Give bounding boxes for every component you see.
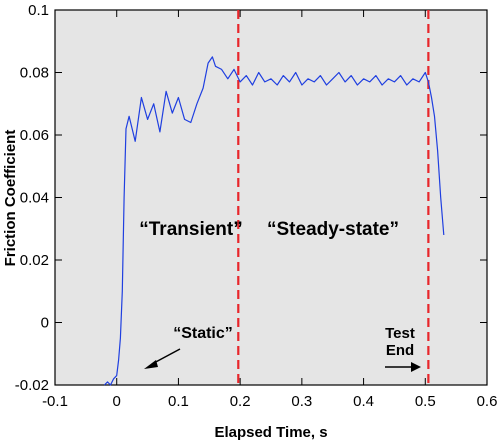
x-tick-label: 0.4	[353, 393, 374, 410]
x-tick-label: 0	[113, 393, 121, 410]
region-label-steady-state: “Steady-state”	[267, 219, 399, 240]
y-tick-label: 0	[41, 315, 49, 332]
static-arrow-icon	[144, 348, 181, 369]
friction-series-line	[103, 56, 445, 386]
x-tick-label: 0.2	[230, 393, 251, 410]
y-tick-label: 0.1	[28, 2, 49, 19]
y-tick-label: 0.04	[20, 190, 49, 207]
test-end-arrow-icon	[385, 362, 421, 372]
x-tick-label: 0.5	[415, 393, 436, 410]
y-tick-label: 0.02	[20, 252, 49, 269]
tick-labels: -0.1 0 0.1 0.2 0.3 0.4 0.5 0.6 -0.02 0 0.02 0.04 0.0…	[15, 2, 498, 410]
vertical-markers	[237, 10, 430, 385]
y-axis-title: Friction Coefficient	[2, 130, 19, 267]
y-tick-label: 0.06	[20, 127, 49, 144]
x-tick-label: -0.1	[42, 393, 68, 410]
y-tick-label: -0.02	[15, 377, 49, 394]
x-axis-title: Elapsed Time, s	[214, 424, 327, 441]
plot-area	[54, 9, 488, 386]
x-tick-label: 0.3	[291, 393, 312, 410]
annotation-test-end: Test End	[385, 325, 415, 359]
y-tick-label: 0.08	[20, 65, 49, 82]
region-label-transient: “Transient”	[139, 219, 242, 240]
x-tick-label: 0.6	[477, 393, 498, 410]
x-tick-label: 0.1	[168, 393, 189, 410]
annotation-static: “Static”	[173, 325, 233, 342]
axis-ticks	[54, 9, 488, 386]
